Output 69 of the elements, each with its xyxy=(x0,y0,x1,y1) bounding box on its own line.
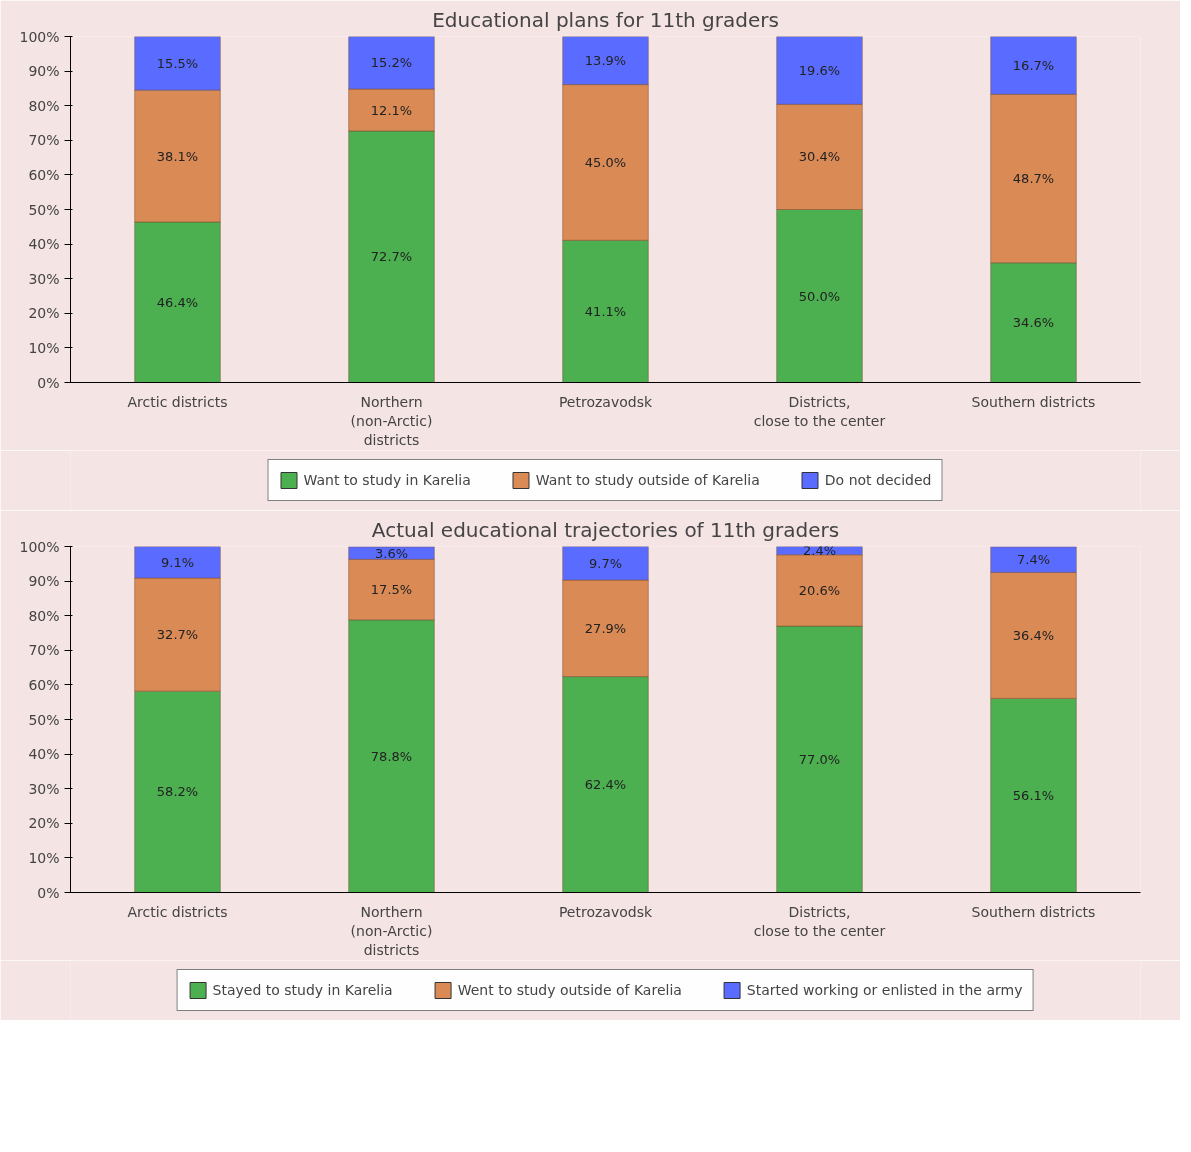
data-label: 20.6% xyxy=(798,582,841,598)
data-label: 56.1% xyxy=(1012,787,1055,803)
y-tick-label: 60% xyxy=(28,166,60,183)
y-tick-label: 0% xyxy=(37,374,60,391)
y-tick-label: 10% xyxy=(28,339,60,356)
x-tick-label: Petrozavodsk xyxy=(558,903,653,920)
data-label: 36.4% xyxy=(1012,627,1055,643)
data-label: 16.7% xyxy=(1012,57,1055,73)
data-label: 15.5% xyxy=(156,55,199,71)
y-tick-label: 30% xyxy=(28,780,60,797)
data-label: 38.1% xyxy=(156,148,199,164)
data-label: 9.1% xyxy=(160,554,195,570)
data-label: 30.4% xyxy=(798,149,841,165)
legend-label: Stayed to study in Karelia xyxy=(212,982,393,998)
y-tick-label: 20% xyxy=(28,815,60,832)
y-tick-label: 40% xyxy=(28,236,60,253)
x-tick-label: Southern districts xyxy=(971,393,1096,410)
x-tick-label: Petrozavodsk xyxy=(558,393,653,410)
data-label: 78.8% xyxy=(370,748,413,764)
data-label: 9.7% xyxy=(588,555,623,571)
legend-label: Want to study in Karelia xyxy=(303,472,471,488)
y-tick-label: 90% xyxy=(28,573,60,590)
y-tick-label: 100% xyxy=(19,538,60,555)
y-tick-label: 30% xyxy=(28,270,60,287)
x-tick-label: Northern (non-Arctic) districts xyxy=(350,903,433,958)
data-label: 27.9% xyxy=(584,620,627,636)
legend-label: Do not decided xyxy=(824,472,932,488)
y-tick-label: 50% xyxy=(28,201,60,218)
x-tick-label: Districts, close to the center xyxy=(753,393,886,429)
legend-label: Started working or enlisted in the army xyxy=(746,982,1023,998)
x-tick-label: Arctic districts xyxy=(127,903,228,920)
data-label: 34.6% xyxy=(1012,315,1055,331)
x-tick-label: Arctic districts xyxy=(127,393,228,410)
y-tick-label: 100% xyxy=(19,28,60,45)
y-tick-label: 70% xyxy=(28,132,60,149)
x-tick-label: Southern districts xyxy=(971,903,1096,920)
data-label: 62.4% xyxy=(584,777,627,793)
x-tick-label: Districts, close to the center xyxy=(753,903,886,939)
y-tick-label: 20% xyxy=(28,305,60,322)
data-label: 19.6% xyxy=(798,62,841,78)
y-tick-label: 80% xyxy=(28,97,60,114)
data-label: 50.0% xyxy=(798,288,841,304)
data-label: 41.1% xyxy=(584,303,627,319)
y-tick-label: 90% xyxy=(28,63,60,80)
y-tick-label: 10% xyxy=(28,849,60,866)
data-label: 45.0% xyxy=(584,154,627,170)
data-label: 12.1% xyxy=(370,102,413,118)
data-label: 13.9% xyxy=(584,53,627,69)
y-tick-label: 0% xyxy=(37,884,60,901)
data-label: 48.7% xyxy=(1012,171,1055,187)
y-tick-label: 60% xyxy=(28,676,60,693)
data-label: 58.2% xyxy=(156,784,199,800)
data-label: 72.7% xyxy=(370,249,413,265)
y-tick-label: 40% xyxy=(28,746,60,763)
data-label: 46.4% xyxy=(156,294,199,310)
data-label: 7.4% xyxy=(1016,552,1051,568)
legend-label: Want to study outside of Karelia xyxy=(535,472,760,488)
x-tick-label: Northern (non-Arctic) districts xyxy=(350,393,433,448)
chart-title: Actual educational trajectories of 11th graders xyxy=(371,517,840,542)
chart-title: Educational plans for 11th graders xyxy=(432,7,779,32)
data-label: 32.7% xyxy=(156,627,199,643)
y-tick-label: 50% xyxy=(28,711,60,728)
data-label: 77.0% xyxy=(798,751,841,767)
legend-label: Went to study outside of Karelia xyxy=(457,982,682,998)
y-tick-label: 70% xyxy=(28,642,60,659)
y-tick-label: 80% xyxy=(28,607,60,624)
data-label: 3.6% xyxy=(374,545,409,561)
data-label: 15.2% xyxy=(370,55,413,71)
data-label: 17.5% xyxy=(370,582,413,598)
